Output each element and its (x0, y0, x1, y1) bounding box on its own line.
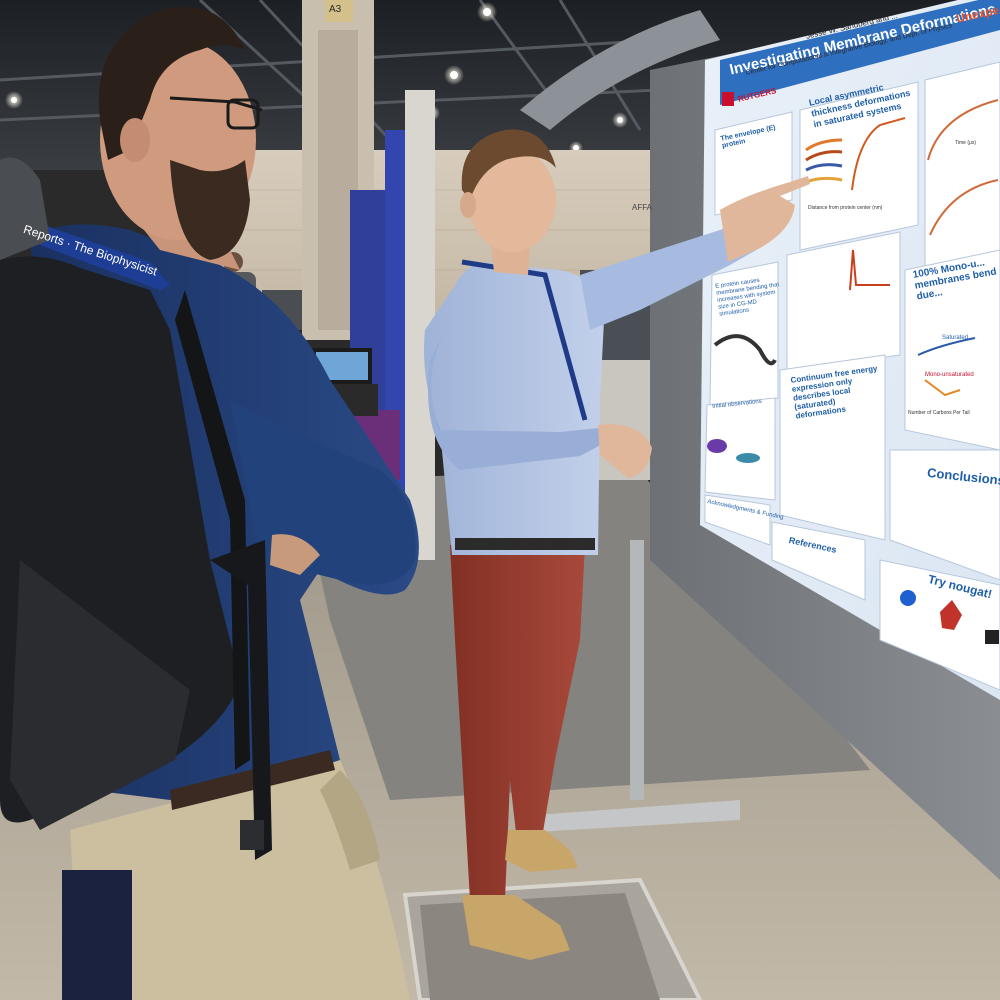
presenter-head (468, 148, 556, 252)
glasses-icon (169, 96, 263, 112)
poster-plot-mono-label: Mono-unsaturated (925, 372, 974, 378)
pillar-sign-label: A3 (329, 4, 342, 15)
carpet (300, 470, 870, 800)
pillar-sign (325, 0, 353, 22)
presenter-pants (450, 545, 585, 900)
poster-plot-saturated-label: Saturated (942, 335, 969, 341)
presenter-pointing-arm (580, 218, 765, 330)
poster-3d-shapes (707, 439, 999, 644)
viewer-pants (70, 760, 410, 1000)
poster-plots (713, 99, 999, 397)
poster-axis-carbons: Number of Carbons Per Tail (908, 410, 970, 416)
poster-title-bar (720, 0, 1000, 105)
viewer (0, 6, 419, 1000)
viewer-beard (170, 160, 250, 260)
duct (520, 10, 720, 130)
poster-axis-time: Time (μs) (955, 140, 977, 146)
wall-sign-label: AFFA (632, 203, 653, 212)
rutgers-logo (722, 92, 734, 106)
presenter-hair (461, 129, 556, 200)
poster-axis-distance: Distance from protein center (nm) (808, 205, 883, 211)
presenter-shirt (424, 262, 605, 555)
presenter-pointing-hand (720, 176, 810, 262)
presenter-shoe-left (462, 895, 570, 960)
presenter (424, 129, 810, 960)
viewer-lanyard (35, 222, 170, 290)
board-stand (630, 540, 644, 800)
presenter-shoe-right (505, 830, 578, 872)
